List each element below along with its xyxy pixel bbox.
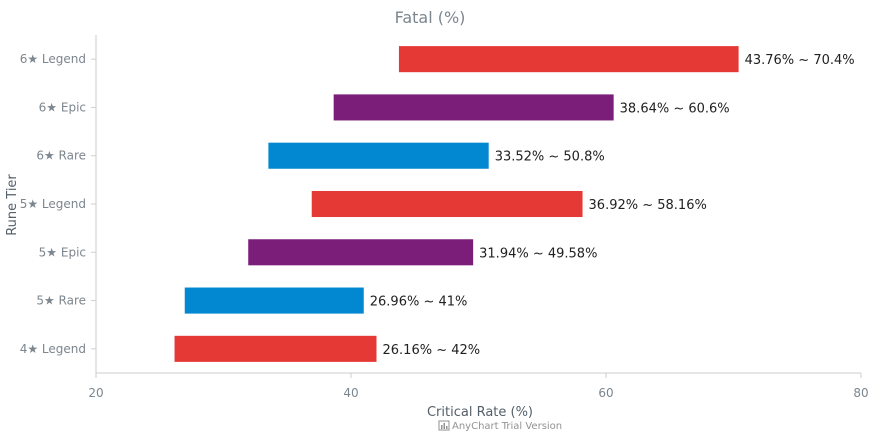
- range-bar: [248, 239, 474, 266]
- y-axis-title: Rune Tier: [5, 174, 20, 236]
- x-tick-label: 80: [853, 386, 868, 400]
- plot-area: 20 40 60 80 6★ Legend 43.76% ~ 70.4% 6★ Epic 38…: [20, 35, 869, 400]
- data-label: 26.96% ~ 41%: [370, 295, 468, 310]
- credits[interactable]: AnyChart Trial Version: [438, 420, 562, 432]
- range-bar: [174, 335, 377, 362]
- x-tick-label: 40: [343, 386, 358, 400]
- range-bar: [398, 46, 739, 73]
- y-tick-label: 6★ Legend: [20, 52, 86, 66]
- range-bar: [333, 94, 614, 121]
- credits-text: AnyChart Trial Version: [452, 421, 562, 432]
- range-bar: [311, 190, 583, 218]
- y-tick-label: 6★ Rare: [36, 149, 86, 163]
- x-tick-label: 20: [88, 386, 103, 400]
- data-label: 36.92% ~ 58.16%: [589, 198, 707, 213]
- y-tick-label: 5★ Rare: [36, 294, 86, 308]
- y-tick-label: 5★ Legend: [20, 197, 86, 211]
- range-bar: [184, 287, 364, 314]
- data-label: 38.64% ~ 60.6%: [620, 101, 730, 116]
- data-label: 33.52% ~ 50.8%: [495, 150, 605, 165]
- x-axis-title: Critical Rate (%): [427, 405, 533, 420]
- y-tick-label: 4★ Legend: [20, 342, 86, 356]
- data-label: 43.76% ~ 70.4%: [745, 53, 855, 68]
- chart-icon: [438, 420, 450, 431]
- data-label: 31.94% ~ 49.58%: [479, 246, 597, 261]
- y-tick-label: 6★ Epic: [39, 100, 86, 114]
- y-tick-label: 5★ Epic: [39, 245, 86, 259]
- data-label: 26.16% ~ 42%: [383, 343, 481, 358]
- range-bar: [268, 142, 489, 169]
- chart-title: Fatal (%): [395, 8, 466, 27]
- x-tick-label: 60: [598, 386, 613, 400]
